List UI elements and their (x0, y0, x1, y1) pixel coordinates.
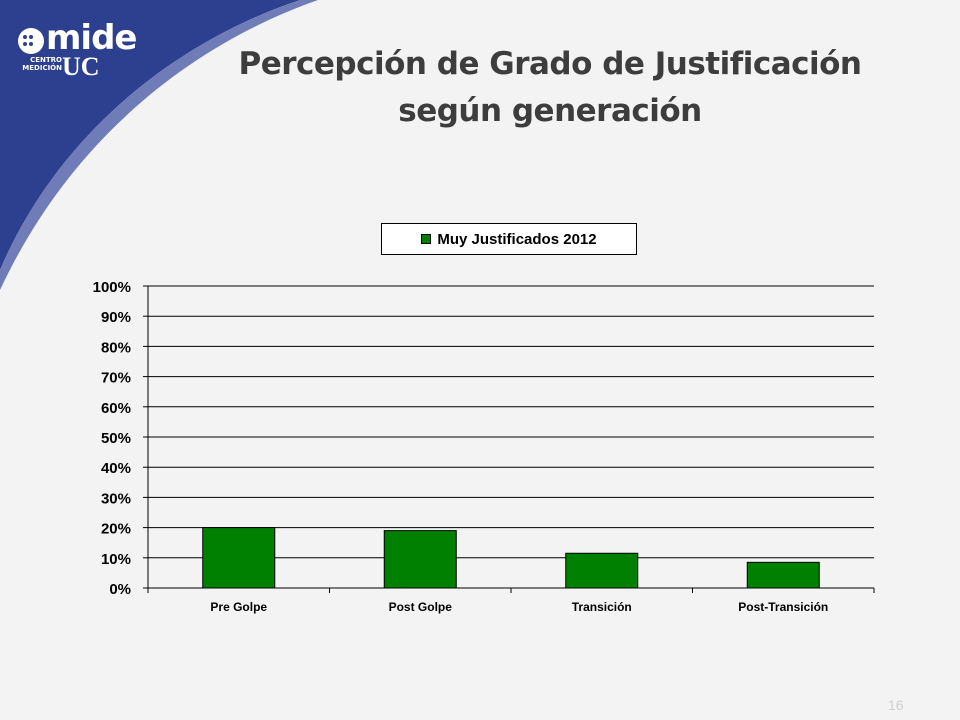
y-tick-label: 70% (101, 370, 131, 387)
slide-title-line1: Percepción de Grado de Justificación (238, 46, 862, 82)
legend-swatch (421, 234, 432, 244)
y-tick-label: 40% (101, 460, 131, 477)
mide-uc-logo: mide CENTRO MEDICIÓN UC (18, 18, 137, 88)
bar (565, 552, 639, 589)
legend-label: Muy Justificados 2012 (437, 230, 597, 248)
y-tick-label: 80% (101, 339, 131, 356)
logo-subtitle: CENTRO MEDICIÓN (22, 56, 62, 72)
y-tick-label: 0% (109, 581, 131, 598)
x-tick-label: Post-Transición (738, 600, 828, 614)
bar (383, 530, 457, 589)
y-tick-label: 10% (101, 551, 131, 568)
y-tick-label: 90% (101, 309, 131, 326)
y-tick-label: 60% (101, 400, 131, 417)
bar (202, 527, 276, 589)
slide-title-line2: según generación (398, 93, 702, 129)
bar (746, 561, 820, 589)
y-tick-label: 30% (101, 490, 131, 507)
y-tick-label: 100% (93, 279, 131, 296)
page-number: 16 (888, 697, 904, 713)
x-tick-label: Transición (572, 600, 632, 614)
x-tick-label: Post Golpe (389, 600, 453, 614)
chart-legend: Muy Justificados 2012 (381, 223, 637, 255)
logo-mide-text: mide (46, 18, 137, 58)
logo-uc-text: UC (62, 52, 100, 81)
y-tick-label: 20% (101, 521, 131, 538)
y-tick-label: 50% (101, 430, 131, 447)
x-tick-label: Pre Golpe (210, 600, 267, 614)
logo-dots-icon (18, 28, 44, 54)
